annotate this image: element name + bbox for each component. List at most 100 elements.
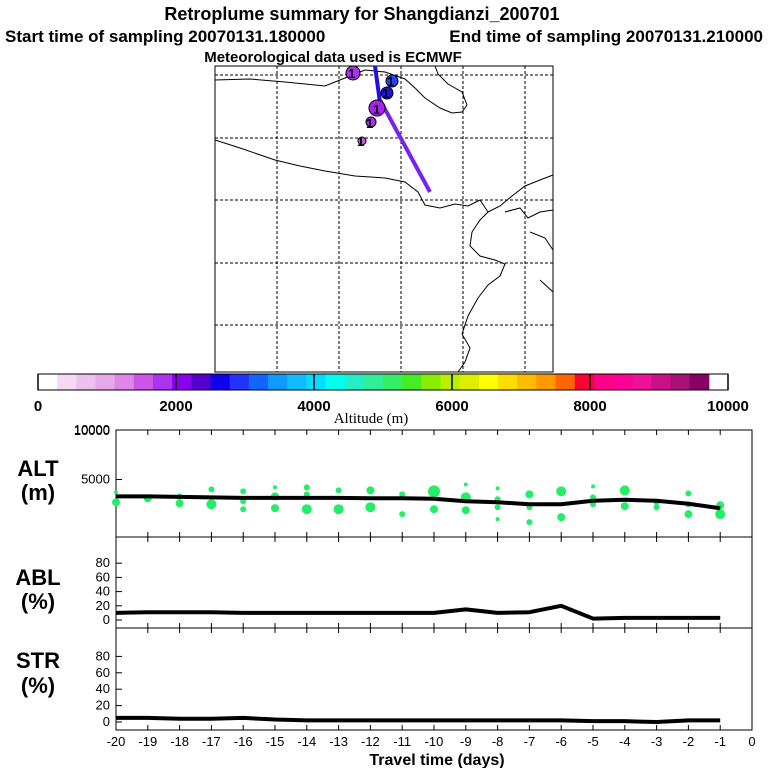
x-tick-label: -17: [202, 734, 221, 749]
x-tick-label: -11: [393, 734, 411, 749]
x-tick-label: -8: [492, 734, 504, 749]
y-tick-label: 60: [96, 569, 110, 584]
altitude-point: [365, 502, 376, 513]
altitude-point: [301, 504, 312, 515]
y-tick-label: 60: [96, 665, 110, 680]
altitude-point: [525, 490, 534, 499]
y-tick-label: 0: [103, 714, 110, 729]
figure-title: Retroplume summary for Shangdianzi_20070…: [164, 4, 559, 24]
colorbar-swatch: [689, 374, 710, 390]
colorbar-swatch: [95, 374, 116, 390]
series-line-str: [116, 715, 721, 724]
altitude-point: [112, 498, 120, 507]
plume-marker: [345, 65, 361, 81]
x-tick-label: -4: [619, 734, 631, 749]
map-gridlines: [215, 66, 553, 372]
colorbar-swatch: [191, 374, 211, 390]
altitude-point: [526, 519, 533, 526]
trajectory-map: 1 1 1 1 1 1: [214, 65, 554, 373]
panel-unit: (%): [21, 673, 55, 698]
altitude-point: [463, 482, 468, 487]
colorbar-swatch: [670, 374, 691, 390]
colorbar-tick-label: 4000: [297, 398, 330, 415]
colorbar-swatch: [402, 374, 422, 390]
colorbar-swatch: [478, 374, 499, 390]
altitude-point: [114, 490, 118, 495]
panel-frame: [115, 429, 753, 538]
x-tick-label: -18: [170, 734, 189, 749]
colorbar-tick-label: 6000: [435, 398, 468, 415]
altitude-point: [335, 487, 342, 494]
altitude-point: [430, 505, 438, 514]
x-tick-label: -15: [266, 734, 285, 749]
colorbar-swatch: [344, 374, 365, 390]
x-tick-label: -6: [555, 734, 567, 749]
altitude-point: [557, 513, 566, 522]
panel-label: ABL: [15, 565, 60, 590]
colorbar-swatch: [153, 374, 173, 390]
altitude-point: [240, 488, 247, 495]
altitude-point: [495, 486, 500, 491]
altitude-scatter: [112, 482, 726, 526]
end-time-label: End time of sampling 20070131.210000: [449, 27, 763, 46]
colorbar-swatch: [363, 374, 384, 390]
y-tick-label: 0: [103, 612, 110, 627]
plume-marker: [380, 86, 394, 100]
altitude-point: [556, 486, 567, 497]
x-tick-label: -16: [234, 734, 253, 749]
altitude-point: [684, 510, 693, 519]
y-tick-label: 10000: [74, 423, 110, 438]
trajectory-day-labels: 1 1 1 1 1 1: [348, 66, 394, 149]
map-frame: [214, 65, 554, 373]
altitude-point: [366, 486, 375, 495]
colorbar-swatch: [325, 374, 346, 390]
y-tick-label: 5000: [81, 472, 110, 487]
altitude-point: [591, 484, 595, 489]
day-marker-label: 1: [357, 134, 364, 149]
colorbar-swatch: [287, 374, 307, 390]
map-coastlines: [214, 65, 554, 373]
colorbar-tick-label: 0: [34, 398, 42, 415]
x-tick-label: -2: [683, 734, 695, 749]
colorbar-swatch: [76, 374, 96, 390]
x-tick-label: -10: [425, 734, 444, 749]
time-series-panels: 50001000010000ALT(m)020406080ABL(%)02040…: [15, 422, 755, 768]
colorbar-swatch: [498, 374, 518, 390]
x-tick-label: -20: [107, 734, 126, 749]
y-tick-label: 40: [96, 681, 110, 696]
colorbar-swatch: [268, 374, 288, 390]
panel-label: STR: [16, 648, 60, 673]
altitude-colorbar: 0 2000 4000 6000 8000 10000 Altitude (m): [34, 373, 749, 427]
altitude-point: [208, 486, 215, 493]
day-marker-label: 1: [366, 116, 373, 131]
colorbar-swatch: [593, 374, 614, 390]
altitude-point: [206, 499, 217, 510]
plume-marker: [385, 74, 399, 88]
y-tick-label: 20: [96, 598, 110, 613]
altitude-point: [399, 511, 406, 518]
altitude-point: [273, 485, 277, 490]
altitude-point: [461, 506, 470, 515]
day-marker-label: 1: [348, 66, 355, 81]
altitude-point: [494, 504, 501, 511]
x-tick-label: -9: [460, 734, 472, 749]
day-marker-label: 1: [373, 102, 380, 117]
panel-unit: (m): [21, 480, 55, 505]
x-tick-label: -19: [138, 734, 157, 749]
x-axis-title: Travel time (days): [369, 752, 504, 768]
y-tick-label: 80: [96, 648, 110, 663]
colorbar-swatch: [440, 374, 461, 390]
colorbar-swatches: [38, 374, 710, 390]
colorbar-swatch: [536, 374, 556, 390]
y-tick-label: 20: [96, 698, 110, 713]
y-tick-label: 40: [96, 584, 110, 599]
colorbar-swatch: [172, 374, 192, 390]
altitude-point: [240, 506, 247, 513]
trajectory-violet-segment: [378, 99, 432, 193]
series-line-abl: [115, 603, 721, 621]
altitude-point: [399, 491, 406, 498]
colorbar-swatch: [133, 374, 154, 390]
